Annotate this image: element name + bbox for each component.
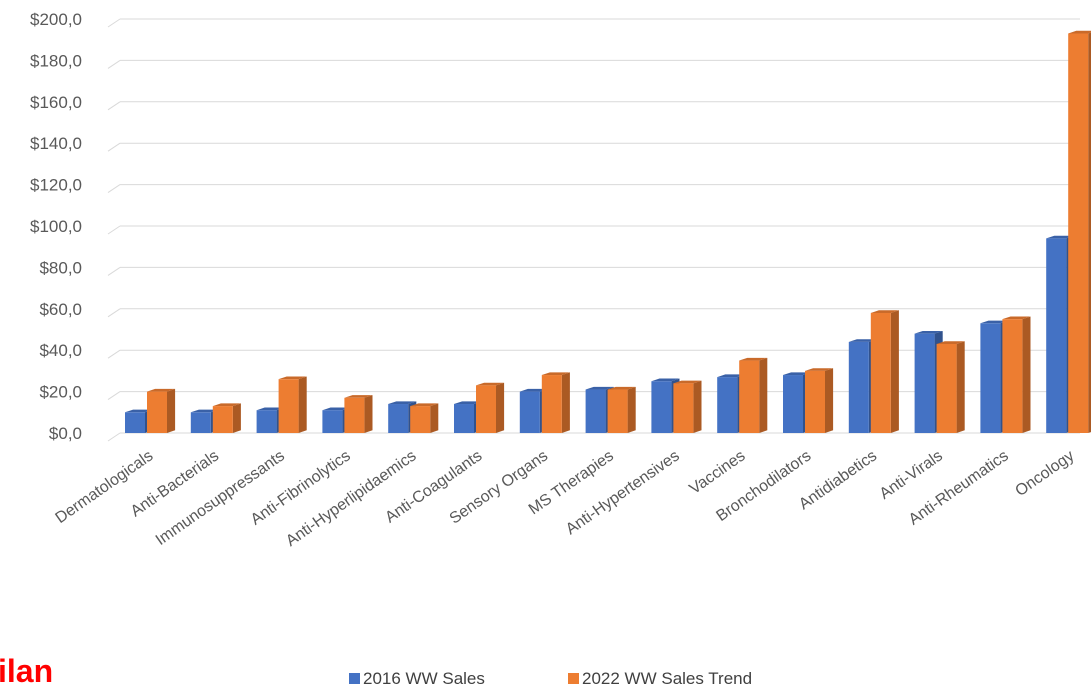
y-tick-label: $20,0 (39, 383, 82, 402)
legend-swatch-2016 (349, 673, 360, 684)
legend: 2016 WW Sales 2022 WW Sales Trend (349, 669, 752, 688)
y-tick-label: $120,0 (30, 176, 82, 195)
y-tick-label: $100,0 (30, 217, 82, 236)
gridline-depth (107, 349, 121, 359)
y-tick-label: $80,0 (39, 258, 82, 277)
gridline-depth (107, 308, 121, 318)
bar-2022-anti-hyperlipidaemics (410, 403, 439, 433)
y-tick-label: $60,0 (39, 300, 82, 319)
legend-label-2016: 2016 WW Sales (363, 669, 485, 688)
x-category-label: Immunosuppressants (153, 447, 288, 549)
bar-2022-dermatologicals (147, 388, 176, 433)
legend-label-2022: 2022 WW Sales Trend (582, 669, 752, 688)
y-axis-tick-labels: $0,0 $20,0 $40,0 $60,0 $80,0 $100,0 $120,0 $140… (30, 10, 82, 443)
bar-2022-sensory-organs (541, 372, 570, 433)
bar-2022-anti-fibrinolytics (344, 395, 373, 433)
y-tick-label: $180,0 (30, 51, 82, 70)
y-tick-label: $0,0 (49, 424, 82, 443)
y-tick-label: $160,0 (30, 93, 82, 112)
gridline-depth (107, 391, 121, 401)
gridline-depth (107, 18, 121, 28)
gridline-depth (107, 184, 121, 194)
bar-2022-antidiabetics (870, 310, 899, 433)
brand-logo-fragment: ilan (0, 653, 53, 689)
bar-2022-anti-rheumatics (1002, 316, 1031, 433)
gridline-depth (107, 101, 121, 111)
gridline-depth (107, 266, 121, 276)
gridline-depth (107, 432, 121, 442)
y-tick-label: $40,0 (39, 341, 82, 360)
bar-2022-anti-virals (936, 341, 965, 433)
y-tick-label: $140,0 (30, 134, 82, 153)
bar-2022-oncology (1068, 30, 1091, 434)
bar-2022-anti-hypertensives (673, 380, 702, 433)
gridline-depth (107, 142, 121, 152)
gridline-depth (107, 225, 121, 235)
x-category-label: Oncology (1012, 447, 1077, 500)
gridline-depth (107, 59, 121, 69)
bar-2022-bronchodilators (805, 368, 834, 433)
y-tick-label: $200,0 (30, 10, 82, 29)
bar-2022-ms-therapies (607, 386, 636, 433)
x-axis-category-labels: DermatologicalsAnti-BacterialsImmunosupp… (53, 447, 1078, 550)
bar-2022-anti-bacterials (212, 403, 241, 433)
bar-2022-immunosuppressants (278, 376, 307, 433)
bars (125, 30, 1091, 434)
x-category-label: Vaccines (687, 447, 749, 497)
x-category-label: Anti-Hypertensives (563, 447, 683, 538)
legend-swatch-2022 (568, 673, 579, 684)
bar-2022-vaccines (739, 357, 768, 433)
bar-2022-anti-coagulants (476, 382, 505, 433)
